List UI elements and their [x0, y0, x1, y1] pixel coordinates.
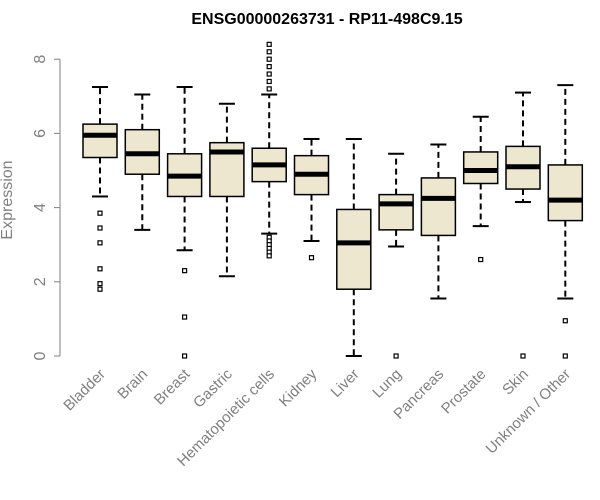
outlier-point	[97, 286, 103, 292]
y-tick-label: 2	[32, 277, 49, 286]
outlier-point	[562, 353, 568, 359]
x-tick-label: Skin	[499, 366, 532, 399]
y-tick-label: 6	[32, 129, 49, 138]
y-tick-label: 8	[32, 55, 49, 64]
outlier-point	[562, 318, 568, 324]
box-brain	[124, 93, 161, 231]
box-skin	[505, 91, 541, 359]
box-unknown-other	[547, 84, 584, 359]
outlier-point	[520, 353, 526, 359]
outlier-point	[393, 353, 399, 359]
outlier-point	[308, 255, 315, 261]
y-tick-label: 4	[32, 203, 49, 212]
outlier-point	[97, 210, 103, 216]
outlier-point	[97, 266, 103, 272]
box-prostate	[462, 115, 499, 263]
iqr-box	[547, 164, 584, 222]
box-hematopoietic-cells	[251, 41, 287, 259]
outlier-point	[266, 86, 272, 92]
outlier-point	[266, 64, 272, 70]
outlier-point	[266, 253, 272, 259]
box-gastric	[209, 102, 245, 278]
x-tick-label: Prostate	[438, 366, 490, 418]
y-axis: 0 2 4 6 8	[32, 55, 61, 360]
x-tick-label: Bladder	[60, 366, 109, 415]
box-lung	[378, 152, 414, 359]
outlier-point	[266, 41, 272, 47]
iqr-box	[378, 193, 414, 231]
chart-title: ENSG00000263731 - RP11-498C9.15	[191, 11, 462, 28]
iqr-box	[462, 151, 499, 185]
box-liver	[336, 137, 372, 357]
y-tick-label: 0	[32, 351, 49, 360]
outlier-point	[97, 281, 103, 287]
iqr-box	[420, 177, 457, 237]
outlier-point	[97, 240, 103, 246]
outlier-point	[182, 268, 188, 274]
x-tick-label: Kidney	[276, 365, 321, 410]
x-tick-label: Breast	[151, 365, 194, 408]
x-tick-label: Lung	[369, 366, 405, 402]
outlier-point	[266, 49, 272, 55]
outlier-point	[266, 56, 272, 62]
y-axis-label: Expression	[0, 160, 16, 239]
box-breast	[166, 86, 203, 359]
box-kidney	[293, 137, 330, 261]
outlier-point	[478, 256, 484, 263]
outlier-point	[182, 353, 188, 359]
boxes-group	[82, 41, 584, 359]
box-bladder	[82, 86, 118, 292]
x-tick-label: Brain	[114, 366, 151, 403]
outlier-point	[266, 78, 272, 85]
outlier-point	[97, 225, 103, 231]
outlier-point	[266, 71, 272, 77]
box-pancreas	[420, 143, 457, 300]
x-tick-label: Liver	[328, 366, 363, 401]
iqr-box	[82, 123, 118, 159]
outlier-point	[182, 314, 188, 320]
iqr-box	[336, 208, 372, 290]
